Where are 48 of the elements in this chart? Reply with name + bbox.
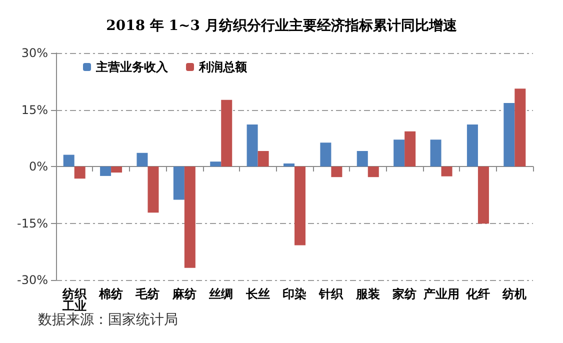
bar (246, 124, 258, 166)
bar (404, 131, 416, 166)
x-tick-label: 印染 (282, 287, 306, 301)
source-note: 数据来源：国家统计局 (38, 312, 178, 328)
x-tick-label: 毛纺 (134, 287, 160, 301)
x-tick-label: 丝绸 (208, 287, 234, 301)
legend-label: 利润总额 (198, 60, 248, 74)
chart-title: 2018 年 1~3 月纺织分行业主要经济指标累计同比增速 (106, 17, 458, 34)
bar (173, 166, 184, 200)
bar (111, 166, 122, 173)
x-tick-label: 棉纺 (98, 287, 124, 301)
y-tick-label: 0% (28, 160, 48, 174)
bar (320, 142, 332, 166)
x-tick-label: 家纺 (392, 287, 417, 301)
bar (368, 166, 379, 178)
bar (74, 166, 86, 179)
y-tick-label: 30% (21, 46, 48, 60)
bar (466, 124, 478, 166)
y-tick-label: -30% (16, 273, 48, 287)
x-tick-label: 纺机 (502, 287, 527, 301)
bar (478, 166, 489, 224)
bar (331, 166, 342, 178)
x-tick-label: 麻纺 (171, 287, 196, 301)
x-tick-label: 针织 (318, 287, 344, 301)
bar (294, 166, 306, 246)
legend-label: 主营业务收入 (95, 60, 169, 74)
bar (221, 100, 232, 166)
bar (210, 162, 222, 166)
y-tick-label: 15% (21, 102, 48, 117)
bar (504, 102, 515, 166)
bar (441, 166, 452, 176)
y-tick-label: -15% (16, 216, 48, 230)
x-tick-label: 纺织工业 (61, 287, 88, 313)
bar (514, 88, 526, 166)
bar (136, 152, 148, 166)
x-tick-label: 化纤 (464, 287, 490, 301)
bar (258, 150, 269, 166)
bar (100, 166, 112, 176)
bar (394, 140, 405, 166)
bar (184, 166, 196, 268)
x-tick-label: 长丝 (244, 287, 270, 301)
bar (356, 150, 368, 166)
bar (430, 140, 442, 166)
x-tick-label: 服装 (354, 287, 381, 301)
bar (148, 166, 159, 213)
bar (284, 163, 294, 166)
x-tick-label: 产业用 (422, 287, 460, 301)
bar (63, 154, 74, 166)
